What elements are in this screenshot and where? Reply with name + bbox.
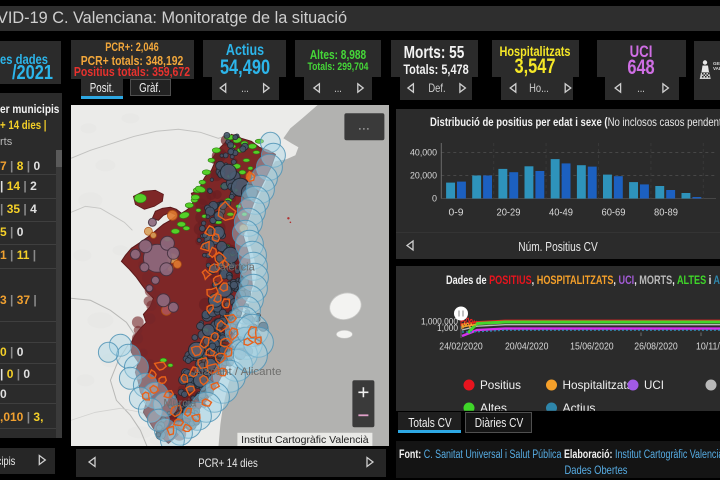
- svg-text:Múrcia: Múrcia: [163, 397, 197, 409]
- svg-text:10/11/2020: 10/11/2020: [696, 341, 720, 353]
- svg-text:26/08/2020: 26/08/2020: [634, 341, 678, 353]
- svg-text:40-49: 40-49: [549, 207, 573, 219]
- svg-text:GENER: GENER: [713, 61, 720, 66]
- svg-text:VALEN: VALEN: [713, 66, 720, 71]
- svg-text:Alacant / Alicante: Alacant / Alicante: [193, 365, 281, 377]
- svg-text:1,000: 1,000: [437, 323, 458, 334]
- svg-text:...: ...: [358, 120, 370, 132]
- svg-text:20/04/2020: 20/04/2020: [505, 341, 549, 353]
- svg-text:20-29: 20-29: [497, 207, 521, 219]
- svg-text:0-9: 0-9: [449, 207, 464, 219]
- svg-text:15/06/2020: 15/06/2020: [570, 341, 614, 353]
- svg-text:20,000: 20,000: [410, 171, 437, 182]
- svg-text:60-69: 60-69: [602, 207, 626, 219]
- svg-text:UCI: UCI: [644, 378, 664, 392]
- svg-text:80-89: 80-89: [654, 207, 678, 219]
- svg-text:Hospitalitzats: Hospitalitzats: [563, 378, 633, 392]
- svg-text:València: València: [213, 261, 255, 273]
- svg-text:Positius: Positius: [480, 378, 521, 392]
- svg-text:24/02/2020: 24/02/2020: [439, 341, 483, 353]
- svg-text:40,000: 40,000: [410, 148, 437, 159]
- svg-text:0: 0: [432, 194, 437, 205]
- svg-text:Institut Cartogràfic Valencià: Institut Cartogràfic Valencià: [241, 434, 369, 445]
- svg-text:1,000,000: 1,000,000: [421, 317, 458, 328]
